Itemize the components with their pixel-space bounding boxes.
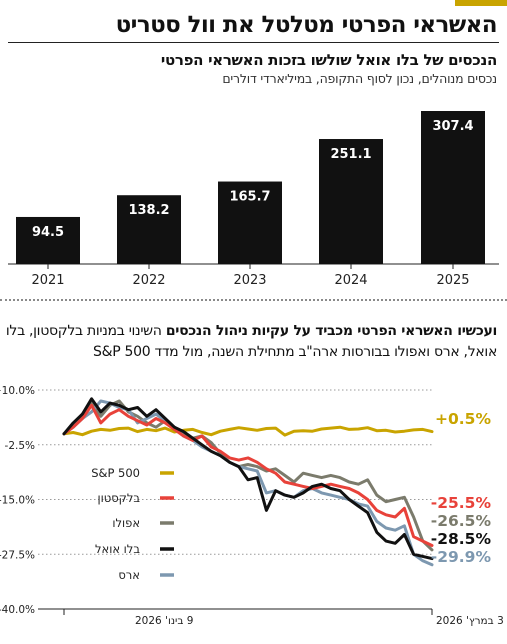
bar-2022 xyxy=(117,195,181,264)
bar-2023 xyxy=(218,181,282,264)
line-chart-title-rest: השינוי במניות בלקסטון, בלו xyxy=(5,323,166,339)
bar-value-label: 307.4 xyxy=(432,119,473,134)
bar-chart-title: הנכסים של בלו אואל שולשו בזכות האשראי הפ… xyxy=(160,51,497,69)
legend-label: אפולו xyxy=(112,516,140,530)
series-line-4 xyxy=(62,399,434,567)
bar-chart-subtitle: נכסים מנוהלים, נכון לסוף התקופה, במיליאר… xyxy=(222,71,497,86)
bar-2024 xyxy=(319,139,383,264)
y-tick-label: -2.5% xyxy=(5,440,35,452)
legend-label: S&P 500 xyxy=(91,466,140,480)
series-end-label: -26.5% xyxy=(431,512,492,530)
bar-category-label: 2022 xyxy=(132,273,165,288)
x-tick-label-start: 9 בינו' 2026 xyxy=(135,615,193,627)
series-end-label: -29.9% xyxy=(431,548,492,566)
section-divider xyxy=(0,299,507,301)
legend-label: בלקסטון xyxy=(97,491,140,505)
series-end-label: -25.5% xyxy=(431,494,492,512)
y-tick-label: -40.0% xyxy=(0,604,35,616)
bar-category-label: 2023 xyxy=(233,273,266,288)
series-end-label: -28.5% xyxy=(431,530,492,548)
line-chart: +10.0% -2.5% -15.0% -27.5% -40.0% 9 בינו' 202… xyxy=(0,385,504,627)
series-line-0 xyxy=(62,425,434,437)
series-end-label: +0.5% xyxy=(435,410,491,428)
y-tick-label: +10.0% xyxy=(0,385,35,397)
legend-label: ארס xyxy=(118,568,140,582)
series-line-1 xyxy=(62,403,434,547)
bar-chart: 94.5 2021 138.2 2022 165.7 2023 251.1 2024 307.4… xyxy=(8,111,499,288)
page-headline: האשראי הפרטי מטלטל את וול סטריט xyxy=(115,12,498,38)
bar-value-label: 251.1 xyxy=(330,147,371,162)
bar-category-label: 2025 xyxy=(436,273,469,288)
bar-2021 xyxy=(16,216,80,264)
accent-bar xyxy=(455,0,507,6)
x-tick-label-end: 3 במרץ' 2026 xyxy=(436,615,504,627)
bar-2025 xyxy=(421,111,485,264)
bar-category-label: 2024 xyxy=(334,273,367,288)
y-tick-label: -15.0% xyxy=(0,495,35,507)
line-chart-title: ועכשיו האשראי הפרטי מכביד על עקיות ניהול… xyxy=(5,322,497,341)
series-line-3 xyxy=(62,397,434,561)
bar-value-label: 138.2 xyxy=(128,203,169,218)
bar-category-label: 2021 xyxy=(31,273,64,288)
y-tick-label: -27.5% xyxy=(0,549,35,561)
bar-value-label: 165.7 xyxy=(229,190,270,205)
headline-rule xyxy=(8,42,499,43)
legend-label: בלו אואל xyxy=(95,542,140,556)
bar-value-label: 94.5 xyxy=(32,225,64,240)
line-chart-title-line2: אואל, ארס ואפולו בבורסות ארה"ב מתחילת הש… xyxy=(93,344,497,360)
line-chart-title-bold: ועכשיו האשראי הפרטי מכביד על עקיות ניהול… xyxy=(165,323,497,339)
